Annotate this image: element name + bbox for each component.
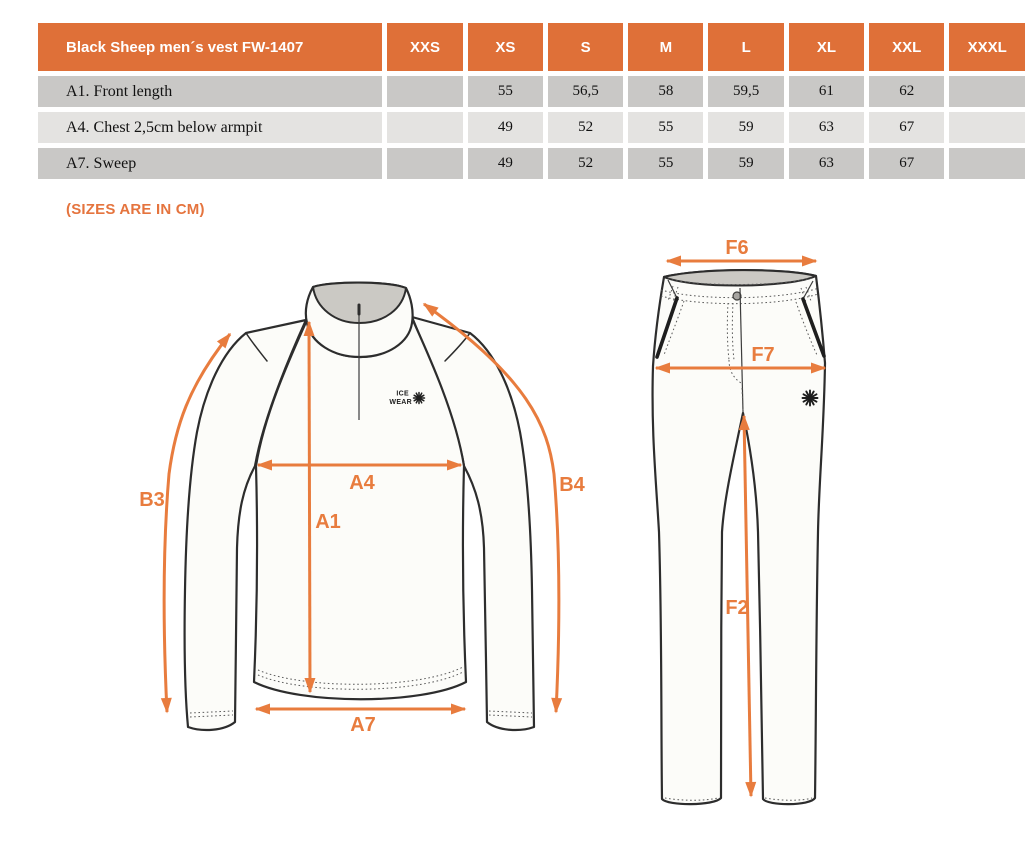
size-value-cell: 56,5 [547,76,624,107]
measure-label-a7: A7 [350,714,376,736]
collar-inside [312,281,407,324]
size-value-cell: 63 [788,112,865,143]
size-col-header-s: S [547,23,624,71]
logo-text-line2: WEAR [389,399,412,406]
table-row-chest: A4. Chest 2,5cm below armpit 49 52 55 59… [38,112,1025,143]
right-hem-stitching [764,797,813,801]
garment-body [252,314,468,701]
size-value-cell: 67 [869,112,945,143]
top-garment-drawing: ICE WEAR B3 B4 A1 A4 A [139,281,586,736]
right-pocket-opening [801,297,826,358]
sizes-note: (SIZES ARE IN CM) [66,201,205,218]
size-value-cell: 49 [467,112,543,143]
left-pocket-edge [667,279,678,299]
size-value-cell: 59,5 [708,76,784,107]
table-row-front-length: A1. Front length 55 56,5 58 59,5 61 62 [38,76,1025,107]
size-value-cell [387,112,463,143]
measure-label-a4: A4 [349,472,375,494]
icewear-logo: ICE WEAR [389,391,426,406]
measure-label-f7: F7 [751,344,774,366]
left-cuff-stitching [189,714,234,718]
waist-button [732,291,742,301]
pants-body [651,269,827,806]
right-pocket-edge [802,280,814,300]
measure-arrow-a1 [303,320,316,694]
fly-stitching [726,302,730,361]
size-value-cell [949,76,1025,107]
measure-label-b4: B4 [559,474,585,496]
fly-stitching [731,302,735,361]
size-value-cell: 55 [467,76,543,107]
right-pocket-bag-stitch [795,301,818,356]
waistband-inside [663,269,817,287]
size-value-cell [949,112,1025,143]
size-col-header-xxl: XXL [869,23,945,71]
size-value-cell: 63 [788,148,865,179]
hem-stitching [257,666,464,685]
measure-label-b3: B3 [139,489,165,511]
size-value-cell: 62 [869,76,945,107]
snowflake-icon [412,391,426,405]
left-hem-stitching [664,797,719,801]
size-value-cell [387,148,463,179]
size-value-cell [387,76,463,107]
measure-arrow-b4 [422,302,563,714]
snowflake-icon [801,389,819,407]
measure-arrow-f2 [738,414,757,798]
size-col-header-m: M [628,23,704,71]
row-label: A4. Chest 2,5cm below armpit [38,112,383,143]
size-value-cell: 55 [628,112,704,143]
table-row-sweep: A7. Sweep 49 52 55 59 63 67 [38,148,1025,179]
table-title-cell: Black Sheep men´s vest FW-1407 [38,23,383,71]
left-pocket-bag-stitch [663,300,685,356]
size-value-cell: 55 [628,148,704,179]
size-col-header-l: L [708,23,784,71]
right-cuff-stitching [488,714,533,718]
size-value-cell: 58 [628,76,704,107]
size-chart-table: Black Sheep men´s vest FW-1407 XXS XS S … [33,18,1030,184]
measure-arrow-b3 [160,332,232,714]
belt-loop [667,285,674,302]
logo-text-line1: ICE [396,391,409,398]
size-value-cell: 67 [869,148,945,179]
hem-stitching [257,671,464,690]
belt-loop [672,286,679,303]
size-col-header-xxxl: XXXL [949,23,1025,71]
measure-label-a1: A1 [315,511,341,533]
center-front-seam [739,287,744,413]
size-value-cell: 49 [467,148,543,179]
size-value-cell: 59 [708,112,784,143]
size-value-cell: 52 [547,112,624,143]
row-label: A1. Front length [38,76,383,107]
size-col-header-xs: XS [467,23,543,71]
waistband-inner-stitching [667,277,813,286]
left-pocket-opening [655,296,679,359]
table-header-row: Black Sheep men´s vest FW-1407 XXS XS S … [38,23,1025,71]
left-shoulder-seam [245,332,268,362]
size-value-cell [949,148,1025,179]
size-value-cell: 61 [788,76,865,107]
pants-drawing: F6 F7 F2 [651,237,827,806]
row-label: A7. Sweep [38,148,383,179]
garment-diagrams: ICE WEAR B3 B4 A1 A4 A [139,237,827,806]
size-col-header-xl: XL [788,23,865,71]
size-value-cell: 52 [547,148,624,179]
crotch-stitch [741,387,744,411]
size-value-cell: 59 [708,148,784,179]
size-col-header-xxs: XXS [387,23,463,71]
measure-label-f6: F6 [725,237,748,259]
measure-label-f2: F2 [725,597,748,619]
